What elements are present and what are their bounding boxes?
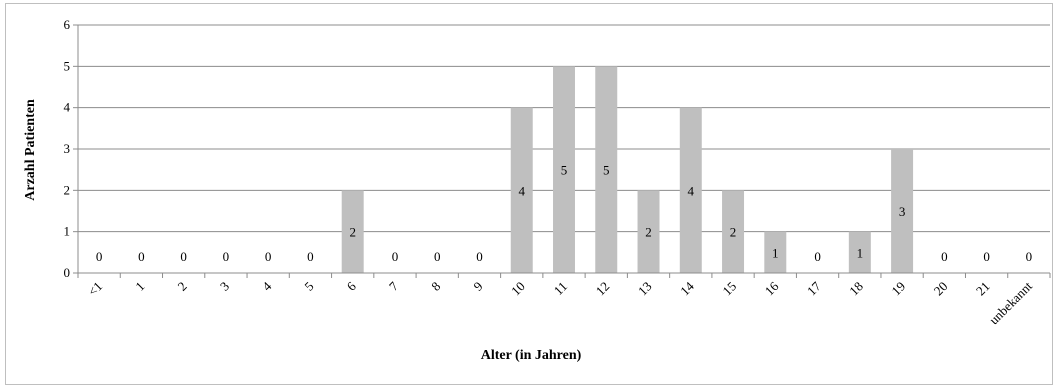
data-labels: 0 0 0 0 0 0 2 0 0 0 4 5 5 2 4 2 1 0 1 3 0 0 0 [96,163,1032,264]
data-label: 0 [814,249,821,264]
x-tick-label: 18 [846,279,866,299]
data-label: 5 [603,163,610,178]
bar [637,190,660,273]
x-tick-label: unbekannt [986,278,1035,327]
data-label: 4 [688,183,695,198]
data-label: 4 [518,183,525,198]
data-label: 2 [730,225,737,240]
x-tick-label: 11 [551,279,570,298]
x-tick-label: 19 [888,279,908,299]
x-tick-label: 7 [386,278,402,294]
bars [341,66,914,274]
y-axis-title: Arzahl Patienten [23,99,38,201]
data-label: 0 [392,249,399,264]
bar [510,107,533,274]
data-label: 0 [476,249,483,264]
data-label: 5 [561,163,568,178]
x-tick-label: 21 [973,279,993,299]
x-tick-label: 12 [593,279,613,299]
x-tick-label: 4 [259,278,275,294]
bar [553,66,575,273]
data-label: 0 [96,249,103,264]
x-tick-label: 17 [804,278,824,298]
y-tick-label: 4 [64,100,71,115]
bar [764,231,787,273]
bar [595,66,618,273]
data-label: 0 [307,249,314,264]
data-label: 0 [434,249,441,264]
x-tick-label: 10 [508,279,528,299]
x-tick-label: 1 [132,279,147,294]
bar [679,107,702,274]
x-axis-ticks: <1 1 2 3 4 5 6 7 8 9 10 11 12 13 14 15 16 17 18 19 20 21unbek… [77,273,1051,327]
x-tick-label: 3 [217,279,232,294]
bar [341,190,364,273]
x-tick-label: 14 [677,278,697,298]
bar [722,190,745,273]
data-label: 2 [349,225,356,240]
y-tick-label: 2 [64,182,71,197]
x-tick-label: 13 [635,279,655,299]
y-tick-label: 0 [64,265,71,280]
x-tick-label: 9 [470,279,485,294]
x-tick-label: 6 [344,278,360,294]
bar [891,149,914,273]
data-label: 0 [138,249,145,264]
y-tick-label: 5 [64,58,71,73]
y-tick-label: 6 [64,17,71,32]
data-label: 0 [180,249,187,264]
x-tick-label: 8 [428,279,443,294]
x-tick-label: 5 [301,279,316,294]
x-axis-title: Alter (in Jahren) [481,348,582,363]
data-label: 2 [645,225,652,240]
y-tick-label: 3 [64,141,71,156]
data-label: 1 [857,245,864,260]
x-tick-label: 20 [931,279,951,299]
data-label: 0 [1026,249,1033,264]
x-tick-label: 2 [175,279,190,294]
x-tick-label: 15 [719,279,739,299]
data-label: 0 [265,249,272,264]
data-label: 0 [223,249,230,264]
data-label: 0 [941,249,948,264]
x-tick-label: 16 [762,278,782,298]
data-label: 0 [983,249,990,264]
bar [848,231,871,273]
x-tick-label: <1 [85,279,105,299]
y-tick-label: 1 [64,224,71,239]
data-label: 3 [899,204,906,219]
data-label: 1 [772,245,779,260]
y-axis-ticks: 0 1 2 3 4 5 6 [64,17,78,280]
